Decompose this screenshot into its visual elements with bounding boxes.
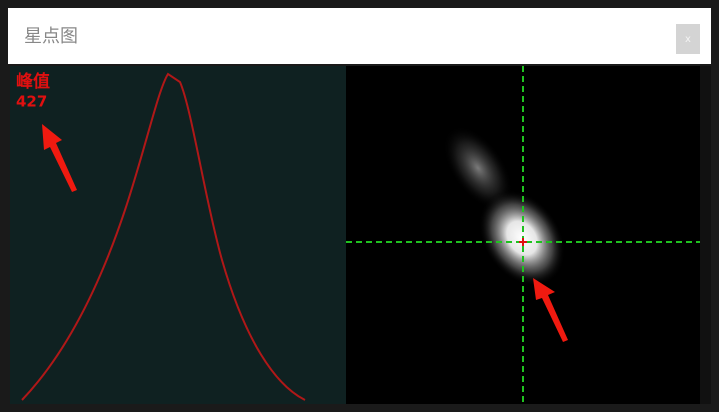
profile-panel — [10, 66, 346, 404]
title-bar — [8, 8, 711, 64]
page: 星点图 x 峰值 427 (() => { const data = JSON.… — [0, 0, 719, 412]
scroll-strip — [700, 66, 711, 404]
close-label[interactable]: x — [685, 34, 691, 45]
peak-value: 427 — [16, 93, 47, 111]
window-title: 星点图 — [24, 26, 78, 47]
window: 星点图 x 峰值 427 — [0, 0, 719, 412]
peak-label: 峰值 — [16, 71, 50, 92]
